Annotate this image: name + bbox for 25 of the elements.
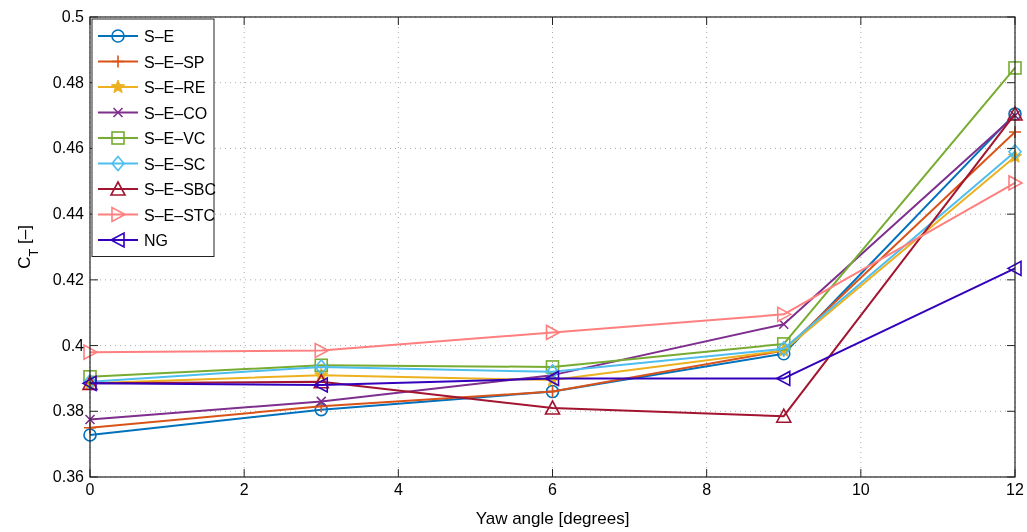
y-tick-label: 0.46: [52, 139, 85, 157]
x-tick-label: 10: [851, 481, 870, 498]
legend-label: S–E: [144, 28, 175, 45]
y-tick-label: 0.38: [52, 402, 85, 420]
x-tick-label: 0: [85, 481, 95, 498]
x-tick-label: 12: [1006, 481, 1024, 498]
y-tick-label: 0.44: [52, 205, 85, 223]
legend-label: S–E–VC: [144, 130, 206, 147]
y-tick-label: 0.48: [52, 73, 85, 91]
x-tick-label: 2: [239, 481, 249, 498]
y-tick-label: 0.36: [52, 468, 85, 485]
legend-label: S–E–SC: [144, 155, 206, 173]
legend-label: S–E–RE: [144, 79, 206, 96]
y-tick-label: 0.5: [61, 8, 85, 25]
legend-label: S–E–SP: [144, 53, 205, 71]
legend-label: S–E–CO: [144, 104, 208, 122]
y-tick-label: 0.4: [61, 336, 85, 354]
y-tick-label: 0.42: [52, 270, 85, 288]
x-tick-label: 4: [393, 481, 403, 498]
legend-label: S–E–SBC: [144, 181, 217, 198]
x-tick-label: 8: [702, 481, 712, 498]
x-tick-label: 6: [548, 481, 558, 498]
legend-label: NG: [144, 232, 168, 249]
legend-label: S–E–STC: [144, 206, 216, 224]
x-axis-title: Yaw angle [degrees]: [475, 509, 630, 528]
